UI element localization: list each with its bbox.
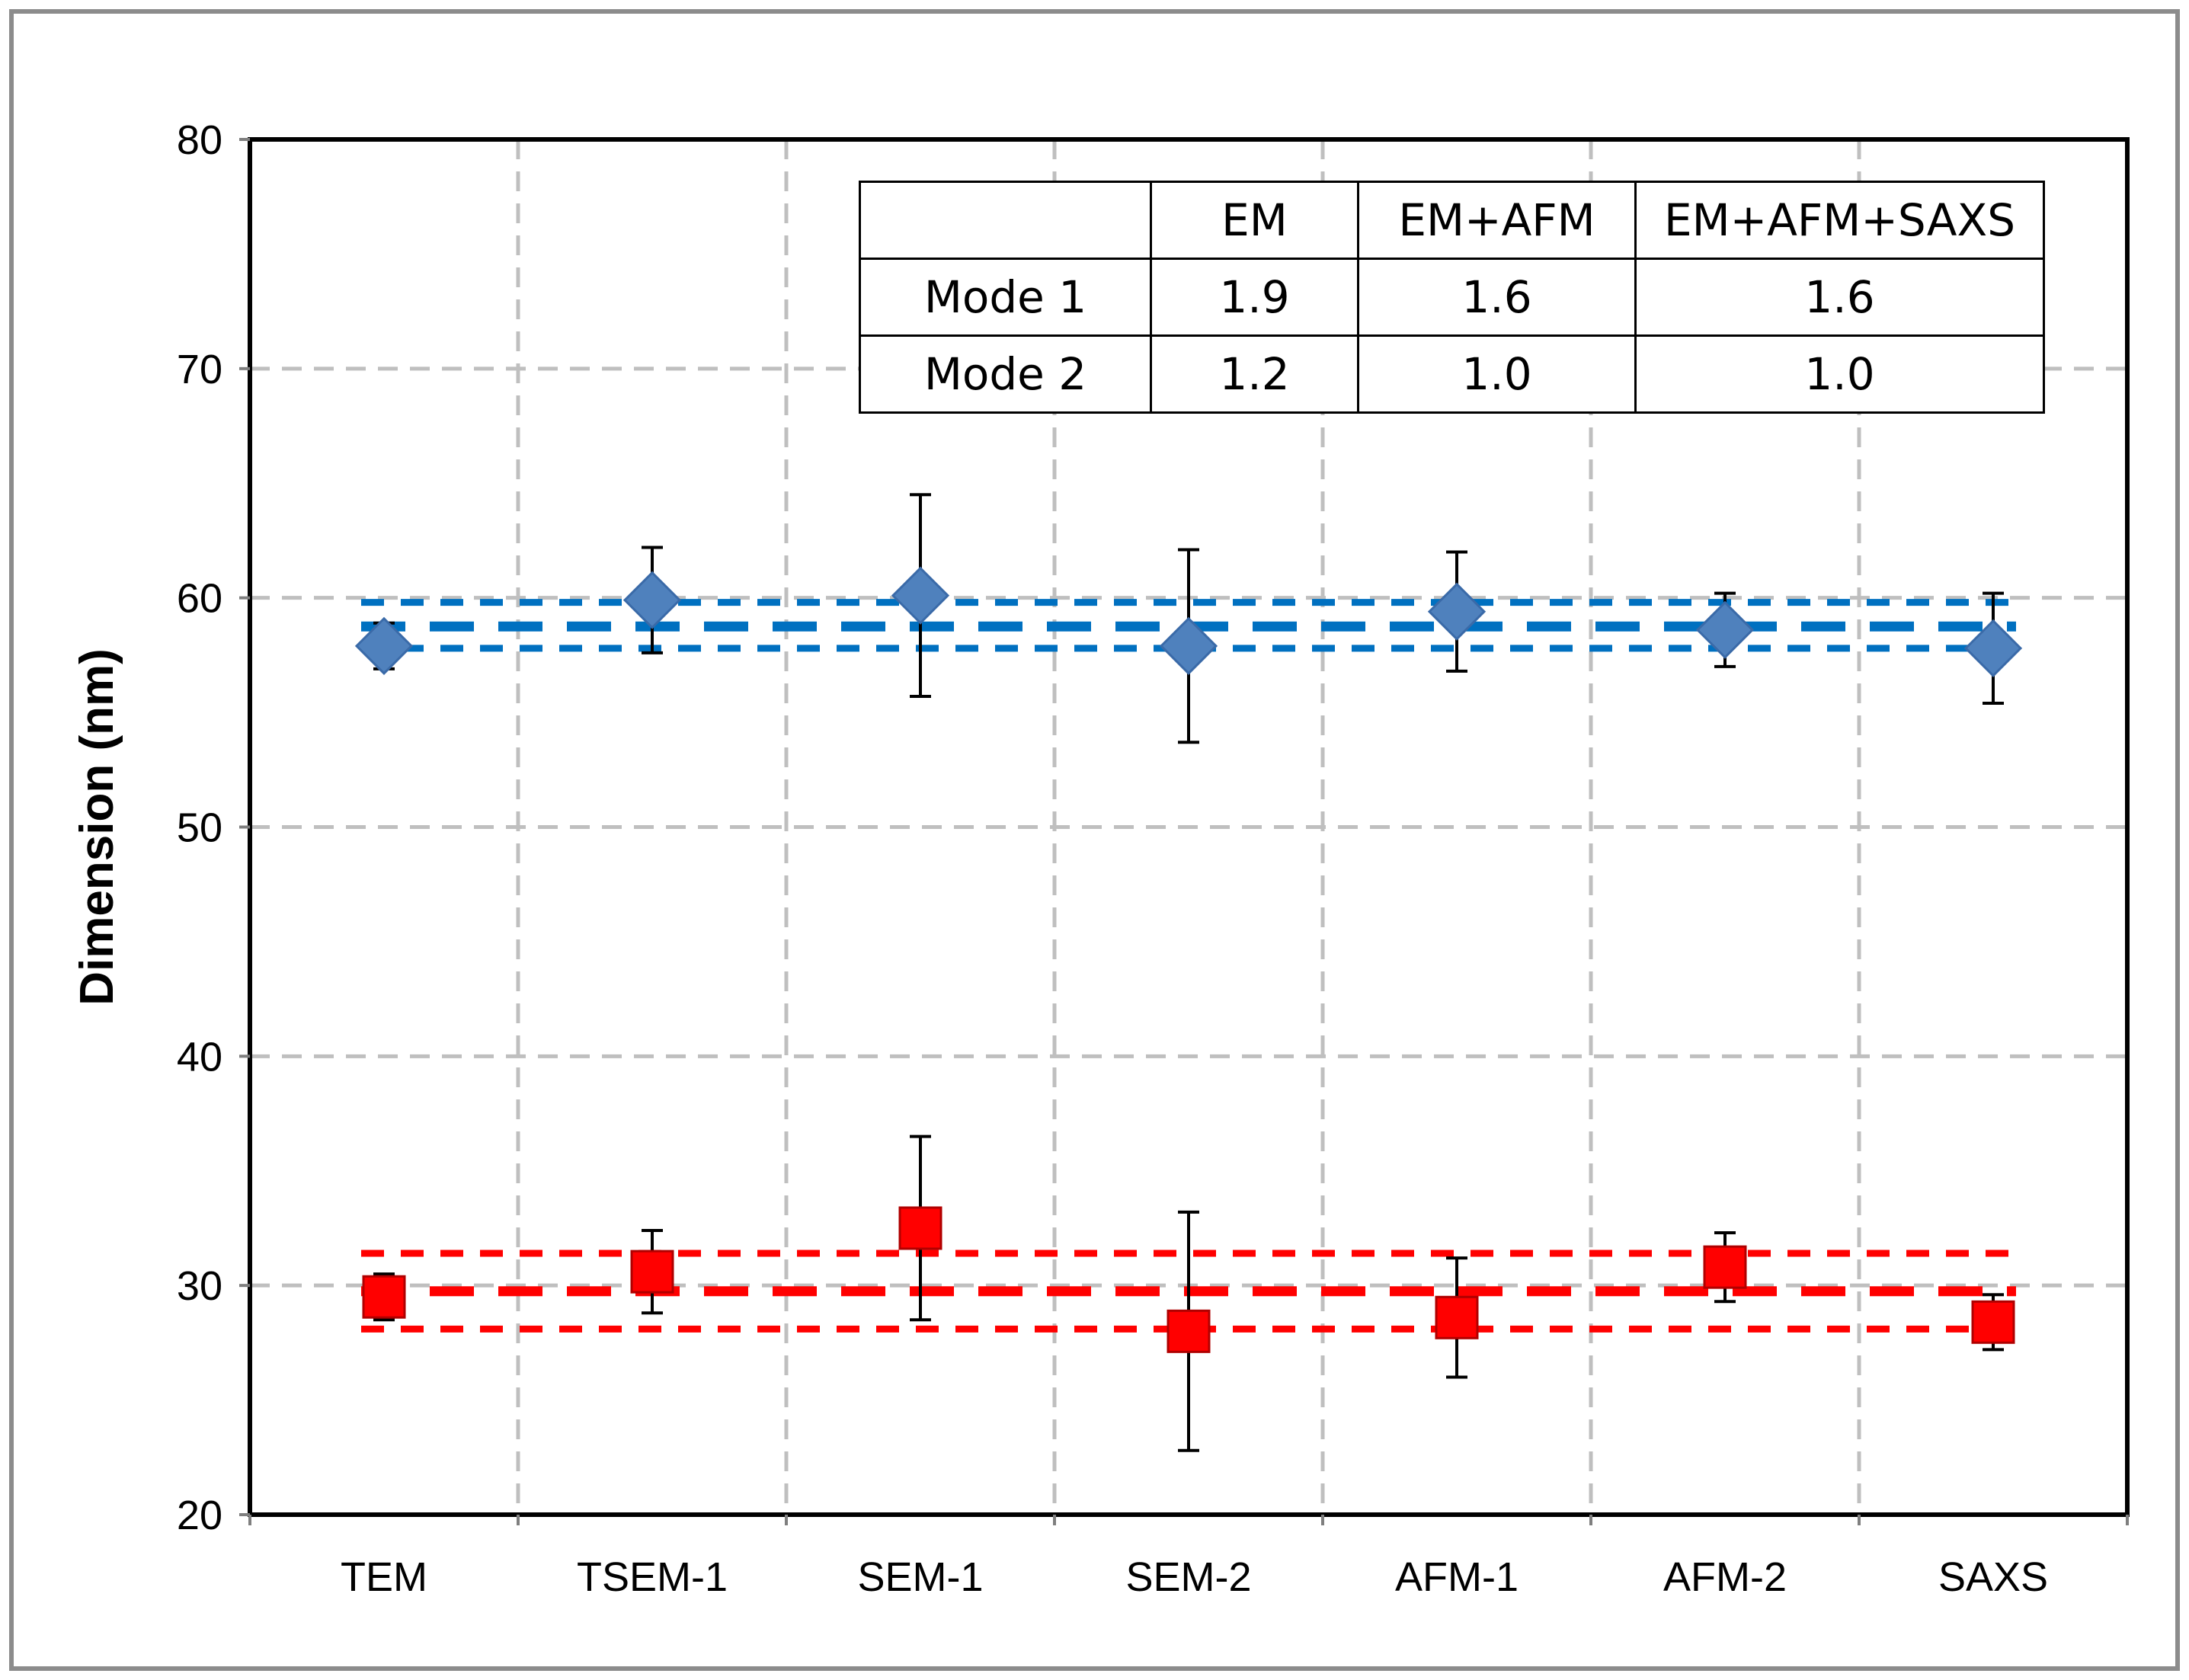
data-markers — [354, 566, 2023, 1353]
y-tick-label: 60 — [177, 576, 222, 622]
y-tick-label: 20 — [177, 1493, 222, 1538]
data-point-diamond — [1963, 619, 2023, 677]
y-tick-label: 30 — [177, 1263, 222, 1309]
x-tick-label: AFM-1 — [1395, 1554, 1519, 1600]
y-tick-label: 50 — [177, 805, 222, 851]
data-point-diamond — [1695, 600, 1755, 659]
x-tick-label: SEM-2 — [1125, 1554, 1251, 1600]
table-cell: 1.0 — [1634, 334, 2045, 414]
y-tick-label: 80 — [177, 117, 222, 163]
data-point-square — [898, 1206, 942, 1250]
x-tick-label: SEM-1 — [857, 1554, 983, 1600]
table-row: Mode 2 1.2 1.0 1.0 — [859, 334, 2045, 414]
table-row: Mode 1 1.9 1.6 1.6 — [859, 258, 2045, 337]
x-tick-label: TSEM-1 — [577, 1554, 728, 1600]
data-point-square — [630, 1250, 674, 1294]
table-cell: 1.9 — [1150, 258, 1359, 337]
table-cell: 1.6 — [1357, 258, 1637, 337]
data-point-diamond — [354, 616, 414, 675]
data-point-diamond — [1159, 616, 1218, 675]
y-tick-label: 70 — [177, 347, 222, 392]
table-cell: 1.0 — [1357, 334, 1637, 414]
y-tick-label: 40 — [177, 1034, 222, 1080]
data-point-square — [1703, 1245, 1747, 1289]
table-header-em-afm: EM+AFM — [1357, 181, 1637, 260]
data-point-diamond — [622, 571, 682, 629]
table-cell: 1.6 — [1634, 258, 2045, 337]
data-point-square — [1435, 1295, 1479, 1339]
table-header-row: EM EM+AFM EM+AFM+SAXS — [859, 181, 2045, 260]
axes: 20 30 40 50 60 70 80 TEM TSEM-1 SEM-1 SEM-2 AFM-1 AF… — [177, 117, 2129, 1600]
table-header-em-afm-saxs: EM+AFM+SAXS — [1634, 181, 2045, 260]
data-point-diamond — [1427, 582, 1487, 641]
table-row-label: Mode 2 — [859, 334, 1152, 414]
data-point-square — [1971, 1300, 2015, 1344]
uncertainty-table: EM EM+AFM EM+AFM+SAXS Mode 1 1.9 1.6 1.6… — [859, 181, 2045, 414]
x-tick-label: SAXS — [1938, 1554, 2048, 1600]
table-header-em: EM — [1150, 181, 1359, 260]
data-point-diamond — [891, 566, 950, 625]
table-corner-cell — [859, 181, 1152, 260]
data-point-square — [1167, 1309, 1211, 1353]
table-row-label: Mode 1 — [859, 258, 1152, 337]
table-cell: 1.2 — [1150, 334, 1359, 414]
x-tick-label: AFM-2 — [1663, 1554, 1787, 1600]
y-axis-title: Dimension (nm) — [71, 648, 123, 1005]
x-tick-label: TEM — [341, 1554, 427, 1600]
data-point-square — [362, 1275, 406, 1319]
